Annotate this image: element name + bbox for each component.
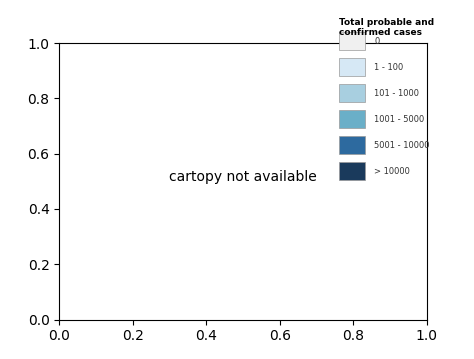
Text: 0: 0 (374, 37, 380, 46)
FancyBboxPatch shape (339, 58, 365, 76)
Text: 1 - 100: 1 - 100 (374, 63, 404, 72)
Text: 5001 - 10000: 5001 - 10000 (374, 141, 430, 150)
FancyBboxPatch shape (339, 111, 365, 128)
FancyBboxPatch shape (339, 136, 365, 154)
Text: 1001 - 5000: 1001 - 5000 (374, 115, 425, 124)
Text: cartopy not available: cartopy not available (169, 170, 317, 184)
FancyBboxPatch shape (339, 32, 365, 50)
Text: Total probable and
confirmed cases: Total probable and confirmed cases (339, 18, 434, 37)
Text: 101 - 1000: 101 - 1000 (374, 89, 419, 98)
FancyBboxPatch shape (339, 84, 365, 102)
FancyBboxPatch shape (339, 162, 365, 180)
Text: > 10000: > 10000 (374, 167, 410, 176)
